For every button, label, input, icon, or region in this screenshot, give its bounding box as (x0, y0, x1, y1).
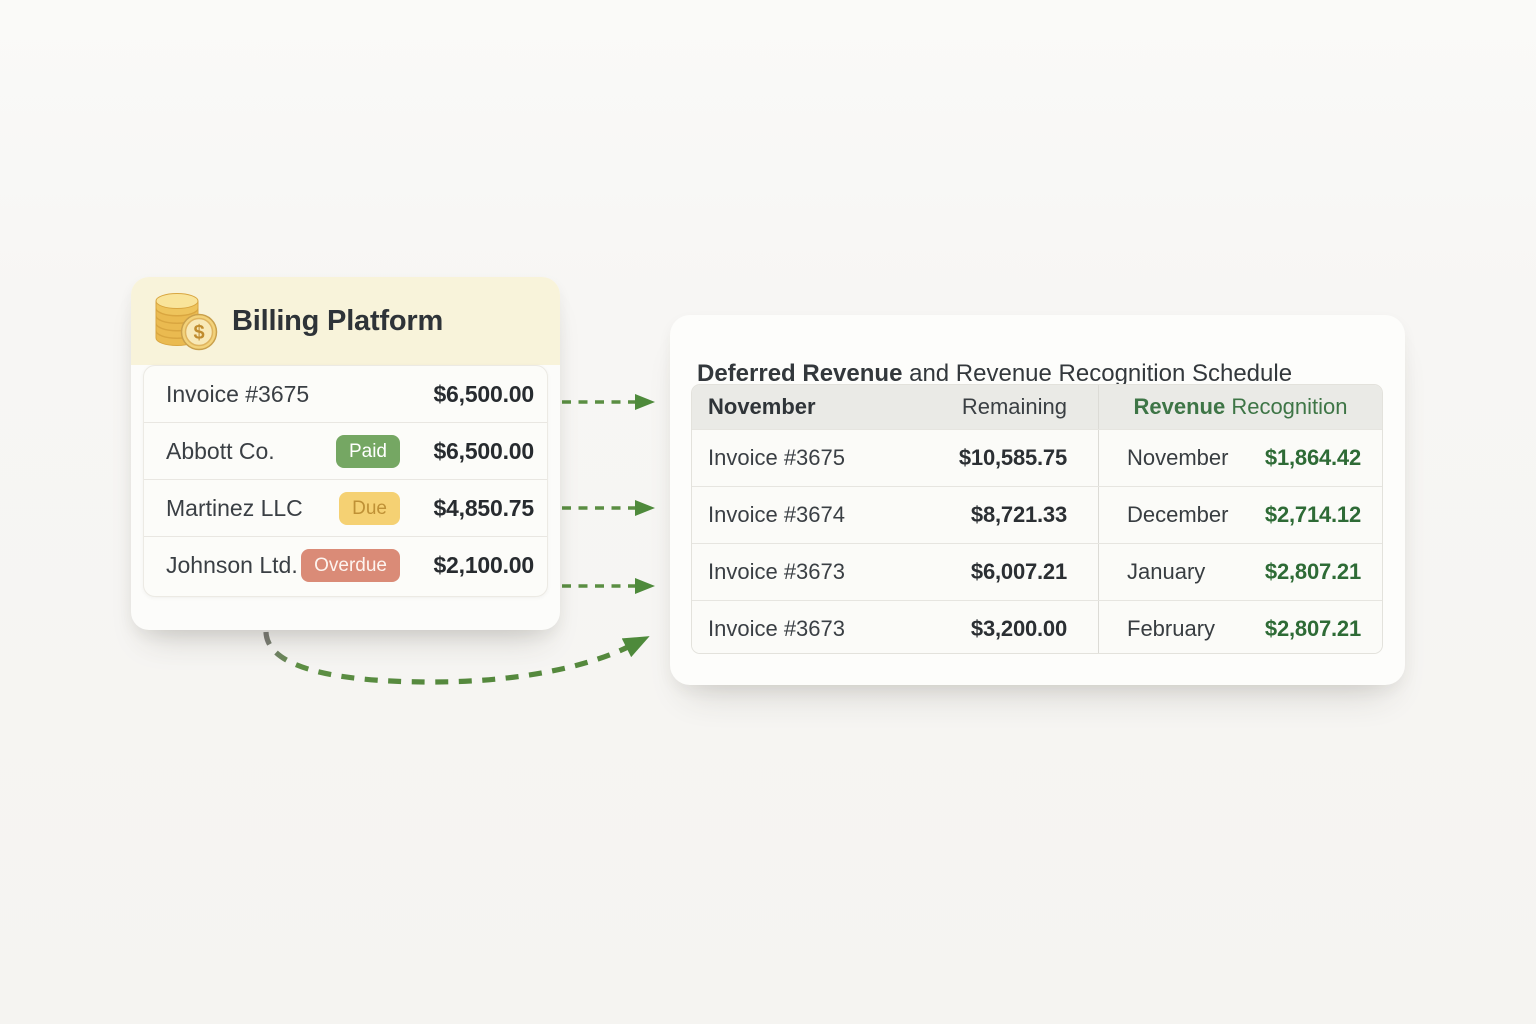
cell-invoice: Invoice #3674 (708, 502, 845, 527)
cell-remaining: $3,200.00 (970, 616, 1067, 641)
table-row: Invoice #3675 $10,585.75 November $1,864… (692, 429, 1382, 486)
header-remaining: Remaining (961, 394, 1067, 419)
header-recognition-rest: Recognition (1225, 394, 1348, 419)
deferred-revenue-card: Deferred Revenue and Revenue Recognition… (670, 315, 1405, 685)
recognition-amount: $2,714.12 (1264, 502, 1361, 527)
revenue-schedule-table: November Remaining Revenue Recognition I… (691, 384, 1383, 654)
schedule-title-rest: and Revenue Recognition Schedule (902, 359, 1293, 387)
invoice-amount: $6,500.00 (433, 380, 534, 407)
recognition-amount: $2,807.21 (1264, 616, 1361, 641)
coins-icon: $ (155, 293, 218, 351)
cell-remaining: $8,721.33 (970, 502, 1067, 527)
cell-recognition: November $1,864.42 (1098, 430, 1382, 486)
cell-recognition: December $2,714.12 (1098, 487, 1382, 543)
table-row: Invoice #3674 $8,721.33 December $2,714.… (692, 486, 1382, 543)
recognition-amount: $2,807.21 (1264, 559, 1361, 584)
cell-recognition: February $2,807.21 (1098, 601, 1382, 653)
table-row: Invoice #3673 $6,007.21 January $2,807.2… (692, 543, 1382, 600)
cell-invoice: Invoice #3673 (708, 559, 845, 584)
header-revenue-bold: Revenue (1133, 394, 1226, 419)
status-badge-overdue: Overdue (301, 549, 400, 582)
recognition-month: January (1127, 559, 1206, 584)
table-row: Invoice #3673 $3,200.00 February $2,807.… (692, 600, 1382, 653)
client-name: Martinez LLC (166, 494, 303, 521)
schedule-title-bold: Deferred Revenue (697, 359, 903, 387)
billing-row-abbott: Abbott Co. Paid $6,500.00 (144, 423, 547, 480)
client-name: Abbott Co. (166, 437, 275, 464)
cell-invoice: Invoice #3675 (708, 445, 845, 470)
billing-platform-card: $ Billing Platform Invoice #3675 $6,500.… (131, 277, 560, 630)
invoice-label: Invoice #3675 (166, 380, 310, 407)
client-amount: $6,500.00 (433, 437, 534, 464)
billing-rows-panel: Invoice #3675 $6,500.00 Abbott Co. Paid … (143, 365, 548, 597)
client-amount: $4,850.75 (433, 494, 534, 521)
recognition-month: November (1127, 445, 1229, 470)
dollar-glyph: $ (193, 322, 204, 344)
cell-recognition: January $2,807.21 (1098, 544, 1382, 600)
billing-row-johnson: Johnson Ltd. Overdue $2,100.00 (144, 537, 547, 594)
table-header-row: November Remaining Revenue Recognition (692, 385, 1382, 429)
recognition-month: December (1127, 502, 1229, 527)
header-month: November (708, 394, 816, 419)
status-badge-paid: Paid (335, 434, 400, 468)
recognition-amount: $1,864.42 (1264, 445, 1361, 470)
billing-card-title: Billing Platform (232, 304, 444, 337)
cell-invoice: Invoice #3673 (708, 616, 845, 641)
cell-remaining: $10,585.75 (958, 445, 1067, 470)
cell-remaining: $6,007.21 (970, 559, 1067, 584)
billing-row-martinez: Martinez LLC Due $4,850.75 (144, 480, 547, 537)
client-name: Johnson Ltd. (166, 552, 298, 578)
header-revenue-recognition: Revenue Recognition (1098, 385, 1382, 429)
schedule-title: Deferred Revenue and Revenue Recognition… (697, 360, 1292, 388)
status-badge-due: Due (339, 491, 400, 525)
arrow-curved-to-row4 (263, 631, 650, 685)
client-amount: $2,100.00 (433, 552, 534, 578)
recognition-month: February (1127, 616, 1216, 641)
billing-card-header: $ Billing Platform (131, 277, 560, 365)
billing-row-invoice: Invoice #3675 $6,500.00 (144, 366, 547, 423)
